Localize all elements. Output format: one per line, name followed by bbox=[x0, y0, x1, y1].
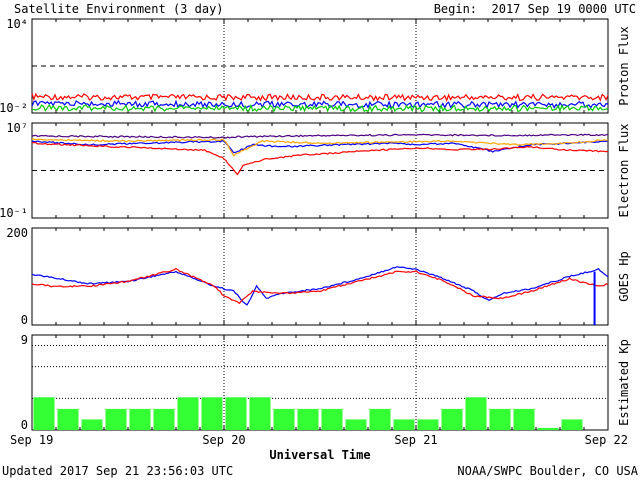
kp-bar bbox=[537, 427, 559, 430]
x-axis-title: Universal Time bbox=[269, 448, 370, 462]
kp-bar bbox=[441, 408, 463, 430]
hp-ytick-bottom: 0 bbox=[21, 313, 28, 327]
proton-ytick-top: 10⁴ bbox=[6, 17, 28, 31]
x-tick-label: Sep 20 bbox=[202, 433, 245, 447]
electron-series-orange bbox=[31, 138, 609, 157]
hp-frame bbox=[31, 227, 609, 326]
kp-bar bbox=[201, 397, 223, 430]
kp-bar bbox=[417, 419, 439, 430]
kp-bar bbox=[177, 397, 199, 430]
kp-bar bbox=[33, 397, 55, 430]
electron-ytick-top: 10⁷ bbox=[6, 121, 28, 135]
begin-timestamp: Begin: 2017 Sep 19 0000 UTC bbox=[434, 2, 636, 16]
proton-ylabel: Proton Flux bbox=[617, 26, 631, 105]
kp-ytick-bottom: 0 bbox=[21, 418, 28, 432]
electron-series-red bbox=[31, 142, 609, 176]
kp-bar bbox=[321, 408, 343, 430]
kp-ylabel: Estimated Kp bbox=[617, 339, 631, 426]
kp-bar bbox=[345, 419, 367, 430]
electron-series-blue bbox=[31, 139, 609, 154]
kp-bar bbox=[225, 397, 247, 430]
kp-bar bbox=[57, 408, 79, 430]
x-tick-label: Sep 21 bbox=[394, 433, 437, 447]
kp-bar bbox=[105, 408, 127, 430]
hp-series-red bbox=[31, 267, 609, 305]
proton-ytick-bottom: 10⁻² bbox=[0, 101, 28, 115]
hp-series-blue bbox=[31, 266, 609, 306]
kp-ytick-top: 9 bbox=[21, 333, 28, 347]
hp-ytick-top: 200 bbox=[6, 226, 28, 240]
hp-ylabel: GOES Hp bbox=[617, 251, 631, 302]
kp-bar bbox=[393, 419, 415, 430]
kp-bar bbox=[561, 419, 583, 430]
kp-bar bbox=[153, 408, 175, 430]
kp-bar bbox=[489, 408, 511, 430]
kp-bar bbox=[81, 419, 103, 430]
kp-bar bbox=[249, 397, 271, 430]
begin-label: Begin: bbox=[433, 2, 478, 16]
kp-bar bbox=[513, 408, 535, 430]
proton-series-red bbox=[31, 92, 609, 102]
electron-series-purple bbox=[31, 133, 608, 139]
kp-bar bbox=[129, 408, 151, 430]
proton-series-green bbox=[32, 103, 609, 113]
page-title: Satellite Environment (3 day) bbox=[14, 2, 224, 16]
credit-text: NOAA/SWPC Boulder, CO USA bbox=[457, 464, 638, 478]
updated-timestamp: Updated 2017 Sep 21 23:56:03 UTC bbox=[2, 464, 234, 478]
proton-series-blue bbox=[31, 99, 609, 110]
kp-bar bbox=[369, 408, 391, 430]
begin-value: 2017 Sep 19 0000 UTC bbox=[491, 2, 637, 16]
electron-ytick-bottom: 10⁻¹ bbox=[0, 206, 28, 220]
electron-ylabel: Electron Flux bbox=[617, 124, 631, 218]
x-tick-label: Sep 22 bbox=[585, 433, 628, 447]
kp-bar bbox=[465, 397, 487, 430]
kp-bar bbox=[297, 408, 319, 430]
x-tick-label: Sep 19 bbox=[10, 433, 53, 447]
kp-bar bbox=[273, 408, 295, 430]
